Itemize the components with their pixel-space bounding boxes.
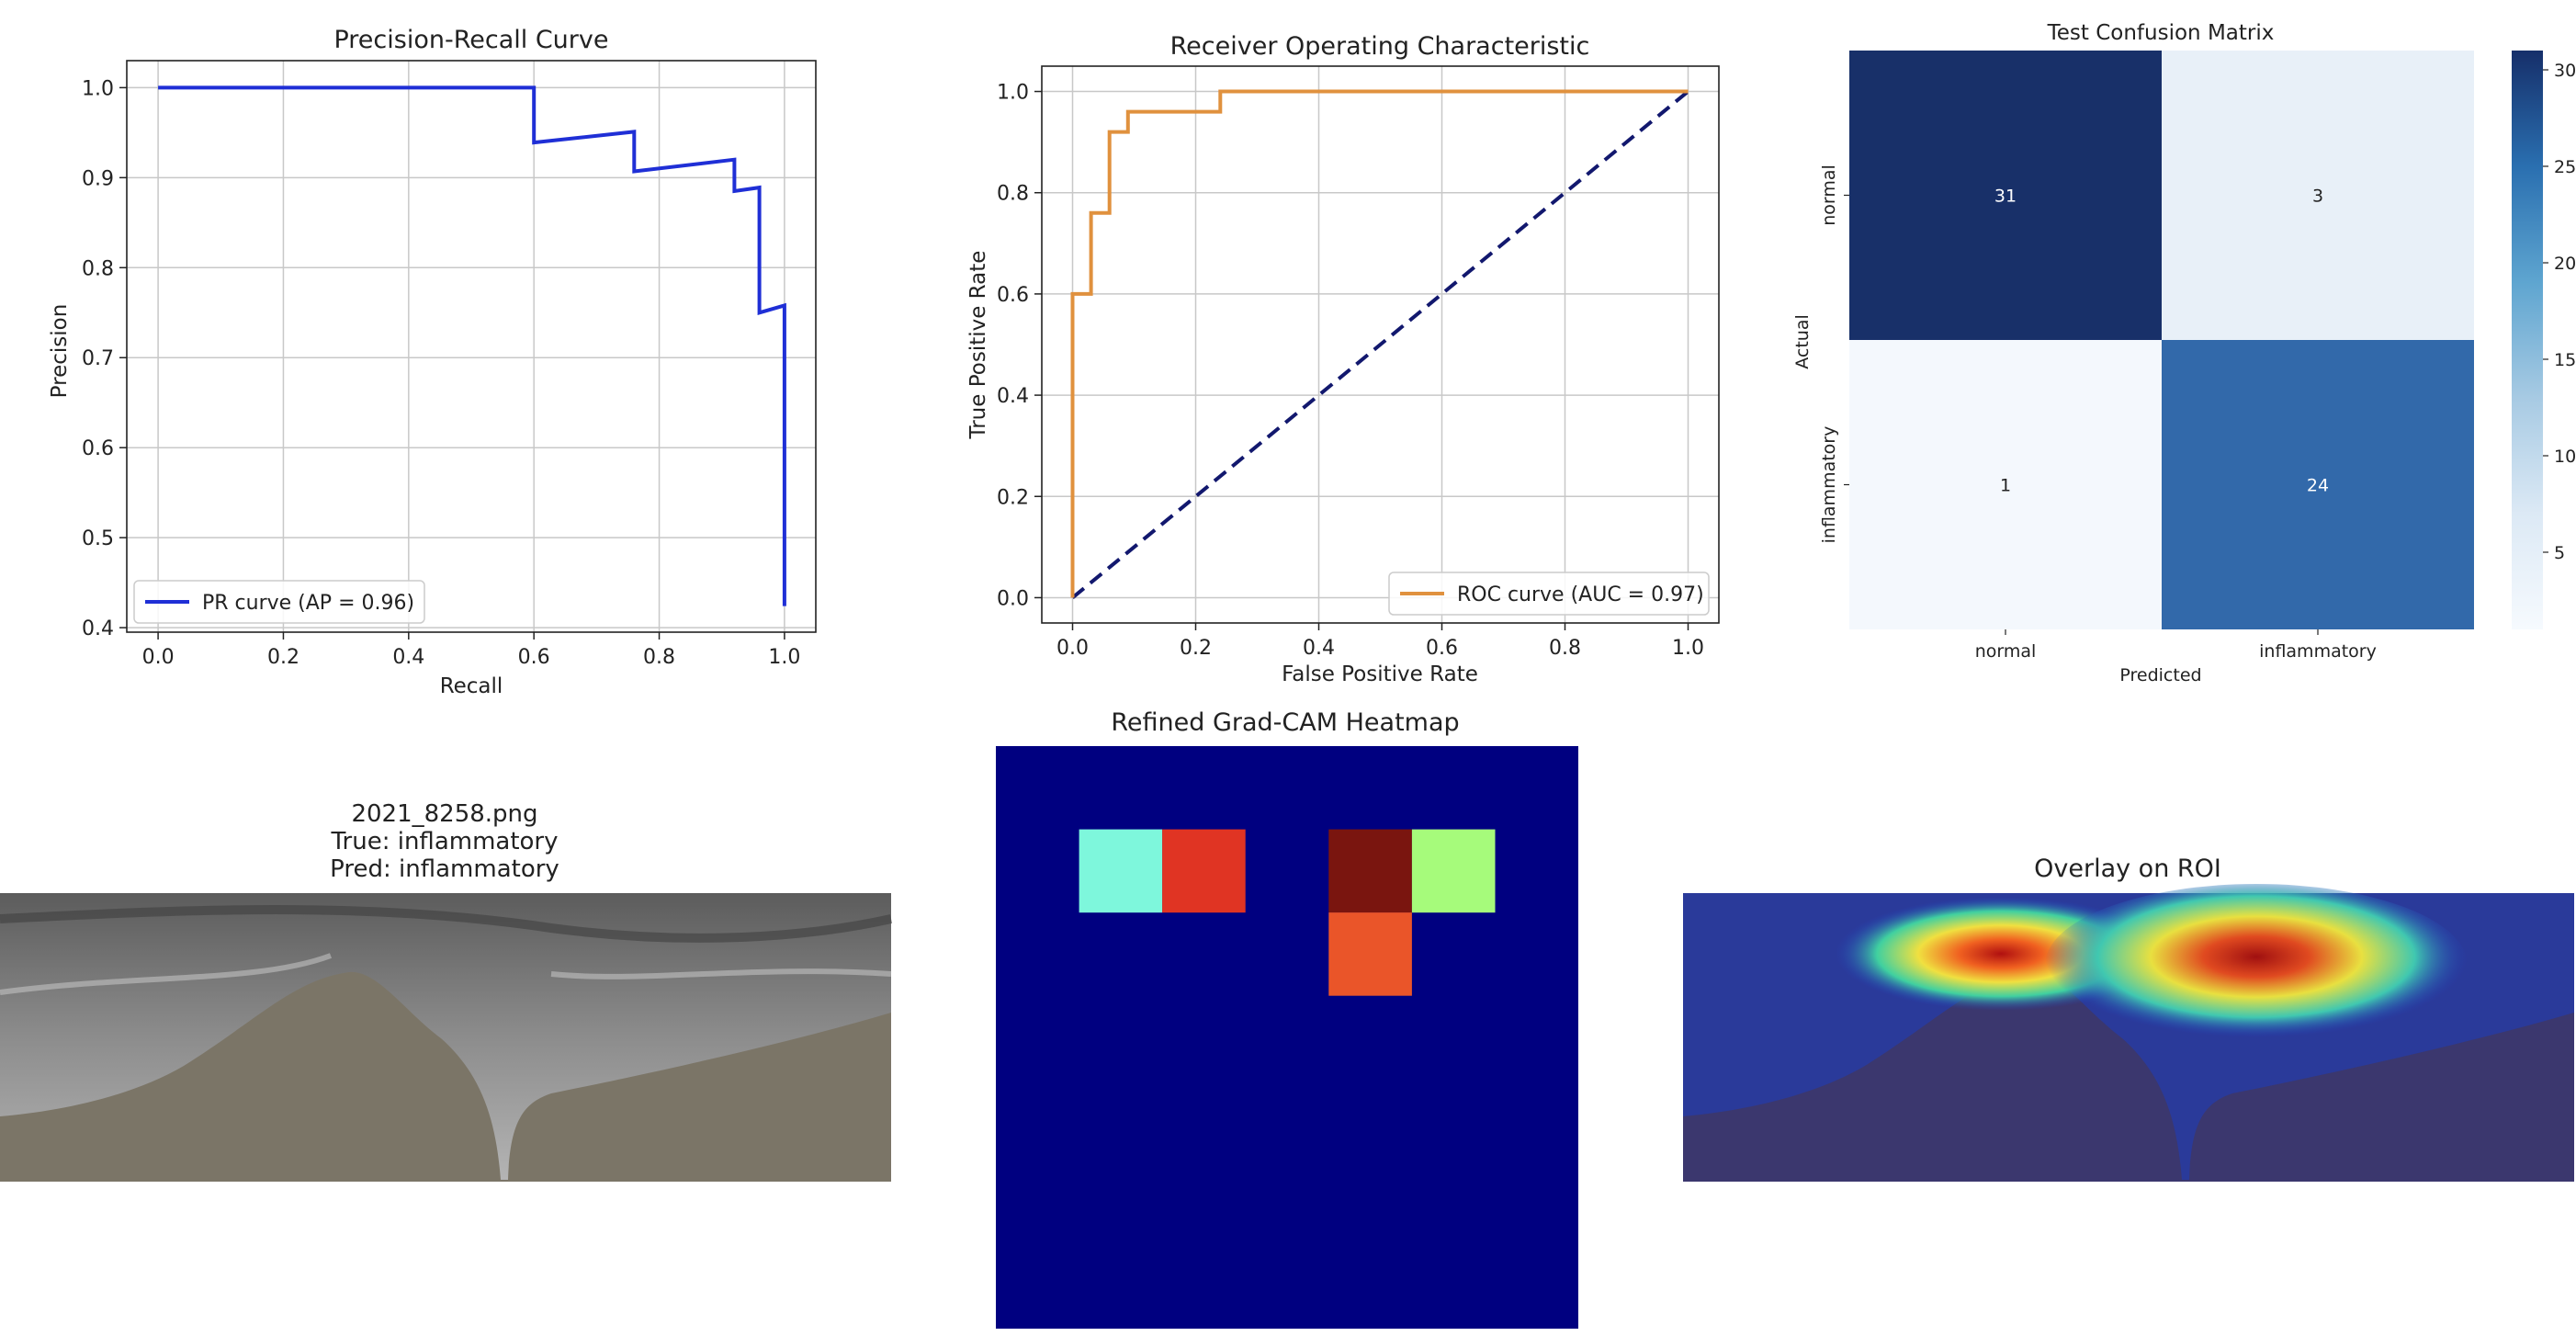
cm-xtick-label: inflammatory [2259,641,2377,662]
roc-ytick-label: 0.4 [997,385,1029,408]
pr-xtick-label: 0.0 [142,646,175,669]
roi-pred-label: Pred: inflammatory [330,855,559,883]
roc-ytick-label: 1.0 [997,82,1029,105]
cm-cell [1849,51,2162,340]
pr-legend-label: PR curve (AP = 0.96) [202,592,414,615]
cm-cell [2162,340,2474,629]
pr-xtick-label: 0.2 [267,646,299,669]
cm-colorbar-tick-label: 15 [2554,350,2576,370]
roc-legend-box [1388,572,1710,616]
cm-colorbar-tick-label: 5 [2554,543,2565,563]
gradcam-cell [1328,912,1412,996]
pr-ytick-label: 0.6 [82,437,114,460]
pr-ytick-label: 0.4 [82,617,114,640]
overlay-title: Overlay on ROI [2034,855,2221,883]
roc-axes-frame [1041,65,1720,624]
cm-cell [1849,340,2162,629]
pr-curve-line [158,85,786,606]
roc-curve-line [1070,89,1689,598]
roc-xtick-label: 0.4 [1303,637,1335,660]
roc-title: Receiver Operating Characteristic [1170,32,1590,61]
roc-gridlines [1042,66,1719,623]
overlay-panel: Overlay on ROI [1683,855,2574,1182]
cm-cell-value: 31 [1994,187,2017,207]
pr-axes-frame [126,60,817,633]
pr-xlabel: Recall [440,674,503,698]
pr-xtick-label: 0.4 [392,646,424,669]
roi-true-label: True: inflammatory [330,828,558,855]
cm-title: Test Confusion Matrix [2047,21,2275,45]
overlay-hotspot-right [2045,884,2468,1046]
cm-ytick-label: normal [1819,164,1839,226]
roc-xtick-label: 0.0 [1056,637,1089,660]
roi-image [0,893,893,1182]
gradcam-title: Refined Grad-CAM Heatmap [1111,708,1459,737]
cm-colorbar-tick-label: 20 [2554,254,2576,274]
gradcam-cell [1079,829,1163,913]
cm-cell-value: 24 [2307,476,2329,496]
roi-panel: 2021_8258.png True: inflammatory Pred: i… [0,800,893,1182]
roc-ytick-label: 0.0 [997,587,1029,610]
roc-chart: Receiver Operating Characteristic 0.0 0.2… [966,32,1720,686]
pr-xtick-label: 0.8 [643,646,675,669]
cm-colorbar-ticks: 5 10 15 20 25 30 [2543,61,2576,563]
cm-colorbar-tick-label: 10 [2554,447,2576,467]
gradcam-cell [1328,829,1412,913]
pr-title: Precision-Recall Curve [333,26,608,54]
pr-xtick-label: 0.6 [518,646,550,669]
roc-xtick-label: 0.8 [1549,637,1581,660]
roi-filename: 2021_8258.png [351,800,537,828]
cm-xtick-label: normal [1975,641,2037,662]
roc-diagonal-line [1071,90,1689,599]
pr-ylabel: Precision [48,304,72,399]
pr-ytick-label: 0.5 [82,527,114,550]
roc-ylabel: True Positive Rate [966,251,990,440]
roc-legend-label: ROC curve (AUC = 0.97) [1457,583,1704,606]
pr-ytick-label: 0.8 [82,257,114,280]
cm-xlabel: Predicted [2119,665,2201,685]
pr-chart: Precision-Recall Curve 0.0 0.2 0.4 0.6 0.8 1.… [48,26,817,698]
roc-xtick-label: 1.0 [1672,637,1704,660]
cm-ytick-label: inflammatory [1819,426,1839,544]
roc-ytick-label: 0.6 [997,284,1029,307]
pr-ytick-label: 0.7 [82,347,114,370]
cm-cell-value: 3 [2312,187,2323,207]
pr-ticks: 0.0 0.2 0.4 0.6 0.8 1.0 0.4 0.5 0.6 0.7 0.8 0.9 1.0 [82,77,800,669]
gradcam-cell [1162,829,1246,913]
overlay-image [1683,884,2574,1182]
cm-cell-value: 1 [2000,476,2011,496]
pr-ytick-label: 1.0 [82,77,114,100]
roc-ticks: 0.0 0.2 0.4 0.6 0.8 1.0 0.0 0.2 0.4 0.6 0.8 1.0 [997,82,1704,660]
pr-ytick-label: 0.9 [82,167,114,190]
cm-cell [2162,51,2474,340]
roc-ytick-label: 0.8 [997,183,1029,206]
roc-ytick-label: 0.2 [997,486,1029,509]
pr-legend-box [133,580,425,624]
cm-colorbar-tick-label: 25 [2554,157,2576,177]
roc-xlabel: False Positive Rate [1282,662,1478,686]
pr-gridlines [127,61,816,632]
roc-xtick-label: 0.2 [1180,637,1212,660]
pr-xtick-label: 1.0 [768,646,800,669]
roc-xtick-label: 0.6 [1426,637,1458,660]
gradcam-cell [1411,829,1496,913]
cm-ylabel: Actual [1792,314,1813,369]
cm-colorbar [2512,51,2543,629]
gradcam-chart: Refined Grad-CAM Heatmap [996,708,1578,1329]
roc-legend: ROC curve (AUC = 0.97) [1388,572,1710,616]
cm-colorbar-tick-label: 30 [2554,61,2576,81]
gradcam-cells [1079,829,1496,996]
pr-legend: PR curve (AP = 0.96) [133,580,425,624]
